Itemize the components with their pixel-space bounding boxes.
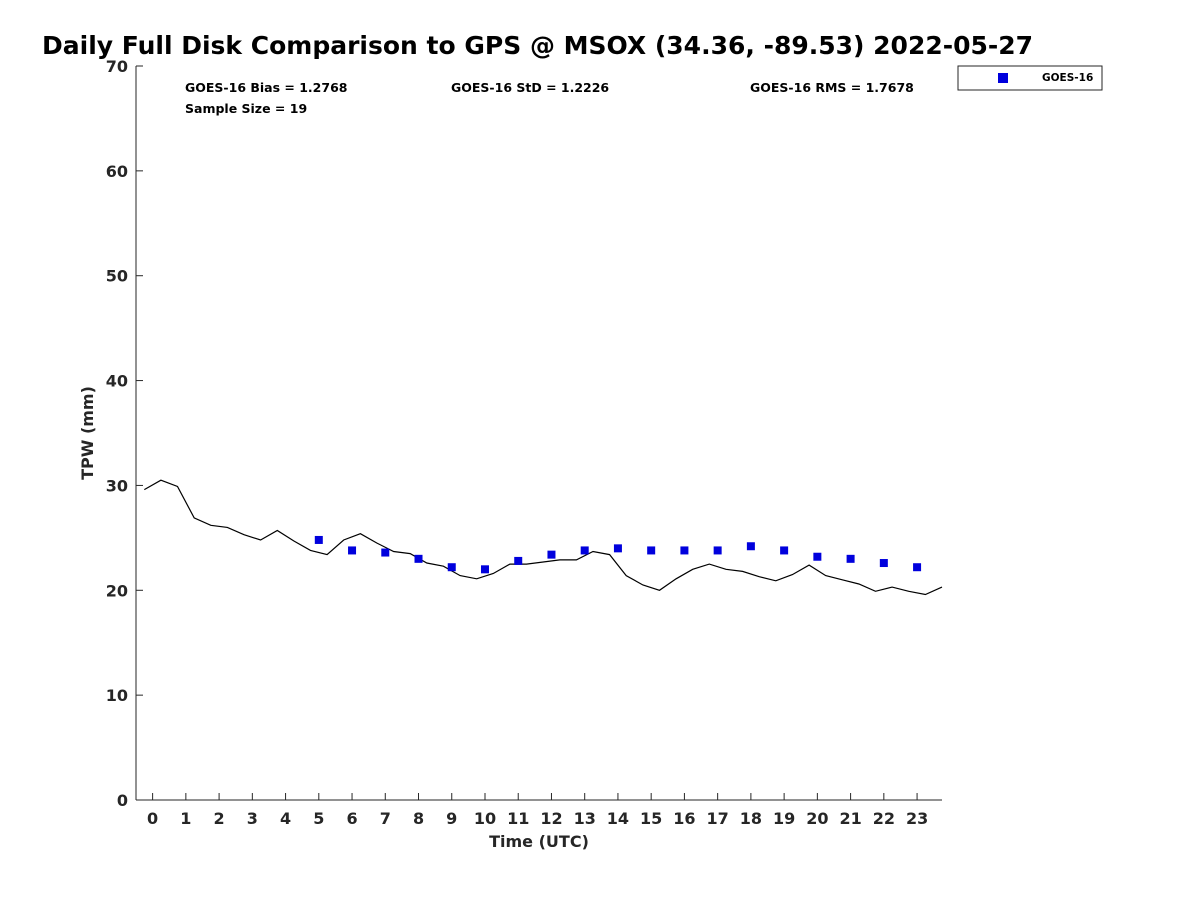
legend-label-goes-16: GOES-16 [1042,72,1093,84]
x-tick-label: 5 [313,809,324,828]
goes-16-point [813,552,822,561]
x-tick-label: 14 [607,809,629,828]
std-stat: GOES-16 StD = 1.2226 [451,80,609,95]
plot-area [135,66,942,801]
goes-16-point [348,546,357,555]
y-axis-ticks: 0 10 20 30 40 50 60 70 [106,57,143,810]
x-tick-label: 15 [640,809,662,828]
goes-16-point [414,554,423,563]
y-tick-label: 10 [106,686,128,705]
x-tick-label: 18 [740,809,762,828]
x-tick-label: 23 [906,809,928,828]
y-tick-label: 50 [106,267,128,286]
y-tick-label: 40 [106,372,128,391]
x-tick-label: 1 [180,809,191,828]
y-tick-label: 70 [106,57,128,76]
x-tick-label: 3 [247,809,258,828]
goes-16-point [780,546,789,555]
chart-title: Daily Full Disk Comparison to GPS @ MSOX… [42,31,1033,60]
x-tick-label: 8 [413,809,424,828]
goes-16-point [846,554,855,563]
legend-box [957,65,1103,91]
goes-16-point [514,556,523,565]
goes-16-point [381,548,390,557]
goes-16-point [480,565,489,574]
goes-16-point [713,546,722,555]
sample-size-stat: Sample Size = 19 [185,101,307,116]
x-tick-label: 17 [707,809,729,828]
gps-series [144,479,943,596]
bias-stat: GOES-16 Bias = 1.2768 [185,80,347,95]
goes-16-point [580,546,589,555]
gps-line [144,479,943,596]
x-tick-label: 16 [673,809,695,828]
x-tick-label: 9 [446,809,457,828]
x-axis-label: Time (UTC) [489,832,589,851]
goes-16-point [547,550,556,559]
x-tick-label: 19 [773,809,795,828]
x-tick-label: 7 [380,809,391,828]
goes-16-point [613,544,622,553]
rms-stat: GOES-16 RMS = 1.7678 [750,80,914,95]
y-tick-label: 60 [106,162,128,181]
x-tick-label: 21 [839,809,861,828]
goes-16-series [314,535,922,574]
goes-16-point [647,546,656,555]
x-tick-label: 2 [214,809,225,828]
x-tick-label: 12 [540,809,562,828]
x-tick-label: 22 [873,809,895,828]
x-tick-label: 13 [574,809,596,828]
x-tick-label: 20 [806,809,828,828]
y-tick-label: 0 [117,791,128,810]
x-tick-label: 0 [147,809,158,828]
goes-16-point [879,559,888,568]
y-axis-label: TPW (mm) [78,386,97,480]
goes-16-point [913,563,922,572]
x-axis-ticks: 0 1 2 3 4 5 6 7 8 9 10 11 12 13 14 15 16 17 18 19 20 21 22 23 [147,793,928,828]
x-tick-label: 11 [507,809,529,828]
y-tick-label: 20 [106,581,128,600]
x-tick-label: 4 [280,809,291,828]
y-tick-label: 30 [106,476,128,495]
statistics-box: GOES-16 Bias = 1.2768 GOES-16 StD = 1.22… [185,80,914,116]
legend: GOES-16 [957,65,1103,91]
goes-16-point [447,563,456,572]
goes-16-point [680,546,689,555]
goes-16-point [746,542,755,551]
x-tick-label: 10 [474,809,496,828]
x-tick-label: 6 [346,809,357,828]
legend-marker [998,73,1008,83]
goes-16-point [314,535,323,544]
